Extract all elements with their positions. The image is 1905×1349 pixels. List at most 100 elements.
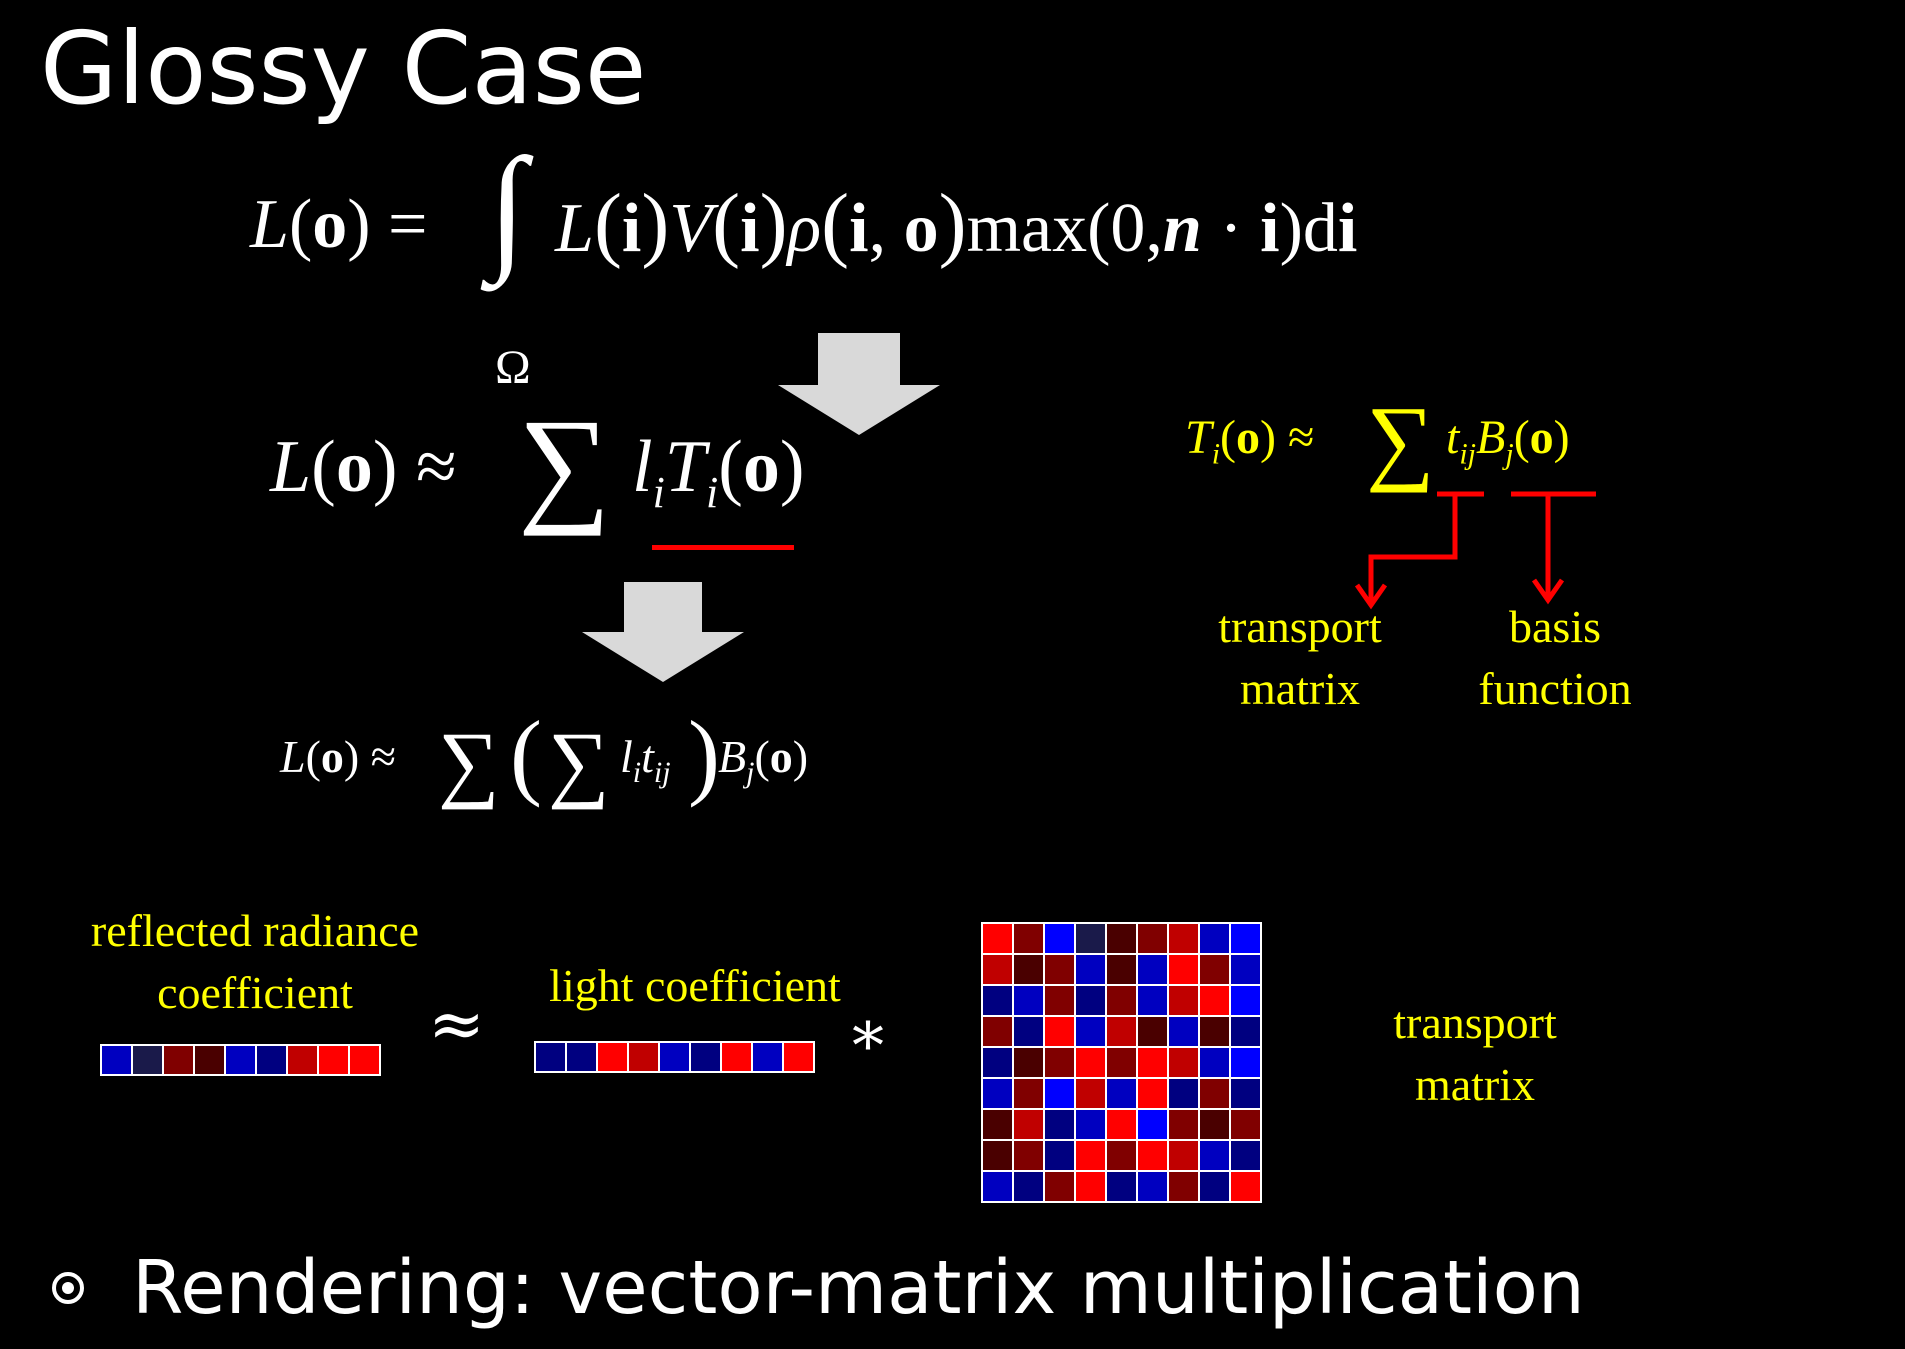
matrix-cell — [1043, 1046, 1076, 1079]
matrix-cell — [1229, 1139, 1262, 1172]
matrix-cell — [1043, 1108, 1076, 1141]
down-arrow-icon — [582, 582, 744, 682]
matrix-cell — [1167, 1015, 1200, 1048]
matrix-cell — [1136, 1108, 1169, 1141]
matrix-cell — [1074, 1139, 1107, 1172]
tij-bj-term: tijBj(o) — [1446, 411, 1570, 471]
reflected-radiance-label: reflected radiance coefficient — [55, 900, 455, 1024]
matrix-cell — [1167, 1077, 1200, 1110]
light-coefficient-text: light coefficient — [549, 960, 841, 1011]
vector-cell — [317, 1044, 350, 1076]
matrix-cell — [1105, 1139, 1138, 1172]
matrix-cell — [1198, 1015, 1231, 1048]
vector-cell — [131, 1044, 164, 1076]
reflected-label-line2: coefficient — [157, 967, 353, 1018]
matrix-cell — [1229, 1170, 1262, 1203]
matrix-cell — [1229, 1046, 1262, 1079]
matrix-cell — [1167, 922, 1200, 955]
matrix-cell — [1136, 1015, 1169, 1048]
matrix-cell — [1136, 1170, 1169, 1203]
matrix-cell — [1198, 984, 1231, 1017]
reflected-radiance-vector — [100, 1044, 381, 1076]
multiply-symbol: * — [852, 1010, 884, 1084]
matrix-cell — [1229, 1108, 1262, 1141]
basis-function-pointer — [1511, 491, 1596, 605]
expanded-equation: L(o) ≈ — [280, 731, 396, 782]
matrix-cell — [1074, 1046, 1107, 1079]
matrix-cell — [1198, 1108, 1231, 1141]
approx-symbol: ≈ — [428, 985, 485, 1064]
matrix-cell — [1136, 984, 1169, 1017]
outer-sum-sign: ∑ — [438, 714, 500, 810]
matrix-cell — [1136, 1077, 1169, 1110]
matrix-cell — [1167, 1108, 1200, 1141]
matrix-cell — [1167, 1139, 1200, 1172]
li-ti-term: liTi(o) — [632, 426, 805, 517]
underline-li-ti — [652, 545, 794, 550]
vector-cell — [100, 1044, 133, 1076]
reflected-label-line1: reflected radiance — [90, 905, 420, 956]
vector-cell — [162, 1044, 195, 1076]
matrix-cell — [981, 953, 1014, 986]
matrix-cell — [981, 984, 1014, 1017]
matrix-cell — [1198, 1139, 1231, 1172]
matrix-cell — [981, 1046, 1014, 1079]
matrix-cell — [1012, 1170, 1045, 1203]
matrix-cell — [1105, 1015, 1138, 1048]
open-paren: ( — [510, 701, 542, 808]
matrix-cell — [1198, 922, 1231, 955]
matrix-cell — [981, 922, 1014, 955]
bullet-text: Rendering: vector-matrix multiplication — [132, 1245, 1585, 1331]
vector-cell — [751, 1041, 784, 1073]
matrix-cell — [1012, 1077, 1045, 1110]
matrix-cell — [1136, 1046, 1169, 1079]
integral-equation: L(o) = — [250, 186, 428, 263]
matrix-cell — [1043, 1015, 1076, 1048]
transport-matrix-annotation-text: transport matrix — [1218, 601, 1382, 714]
matrix-cell — [1105, 1077, 1138, 1110]
vector-cell — [627, 1041, 660, 1073]
integral-sign: ∫ — [488, 130, 527, 285]
matrix-cell — [981, 1077, 1014, 1110]
vector-cell — [224, 1044, 257, 1076]
matrix-cell — [1229, 1077, 1262, 1110]
vector-cell — [255, 1044, 288, 1076]
matrix-cell — [1229, 953, 1262, 986]
matrix-cell — [1198, 1077, 1231, 1110]
basis-function-annotation: basis function — [1445, 596, 1665, 720]
matrix-cell — [1074, 922, 1107, 955]
matrix-cell — [1167, 984, 1200, 1017]
transport-sum-sign: ∑ — [1366, 386, 1435, 493]
transport-matrix-annotation: transport matrix — [1170, 596, 1430, 720]
vector-cell — [565, 1041, 598, 1073]
matrix-cell — [1229, 984, 1262, 1017]
light-coefficient-vector — [534, 1041, 815, 1073]
matrix-cell — [1074, 953, 1107, 986]
matrix-cell — [1074, 984, 1107, 1017]
transport-matrix-grid — [981, 922, 1262, 1203]
matrix-cell — [1012, 1046, 1045, 1079]
vector-cell — [596, 1041, 629, 1073]
transport-expansion-equation: Ti(o) ≈ — [1185, 411, 1315, 471]
integral-domain: Ω — [495, 341, 531, 394]
matrix-cell — [1012, 922, 1045, 955]
matrix-cell — [1012, 984, 1045, 1017]
light-coefficient-label: light coefficient — [520, 955, 870, 1017]
matrix-label-line1: transport — [1393, 997, 1557, 1048]
integral-integrand: L(i)V(i)ρ(i, o)max(0,n · i)di — [555, 177, 1358, 270]
li-tij-term: litij — [620, 731, 671, 790]
sum-sign: ∑ — [518, 393, 611, 537]
matrix-cell — [1105, 953, 1138, 986]
matrix-cell — [981, 1139, 1014, 1172]
matrix-cell — [981, 1170, 1014, 1203]
basis-function-annotation-text: basis function — [1478, 601, 1632, 714]
inner-sum-sign: ∑ — [548, 714, 610, 810]
matrix-cell — [1074, 1015, 1107, 1048]
matrix-cell — [1012, 1139, 1045, 1172]
matrix-cell — [981, 1015, 1014, 1048]
matrix-cell — [1105, 1170, 1138, 1203]
matrix-cell — [1105, 922, 1138, 955]
vector-cell — [193, 1044, 226, 1076]
